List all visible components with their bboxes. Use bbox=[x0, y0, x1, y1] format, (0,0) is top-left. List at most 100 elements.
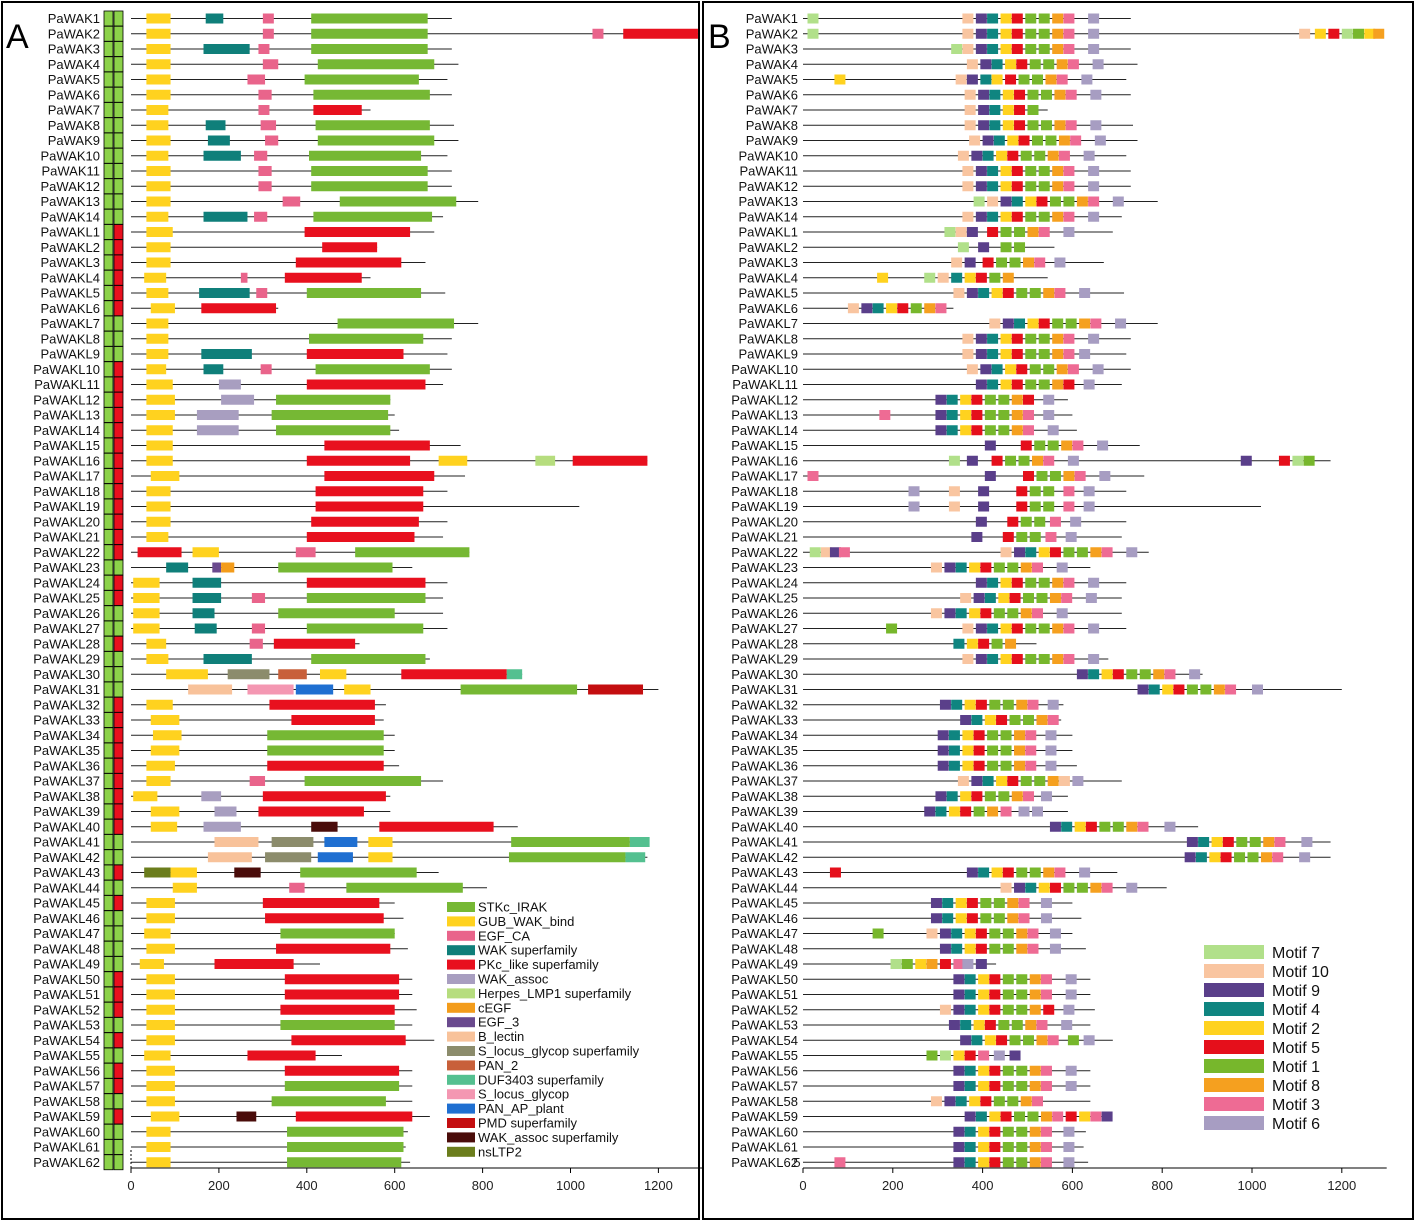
motif-block bbox=[964, 1157, 976, 1168]
motif-block bbox=[1090, 547, 1102, 558]
motif-block bbox=[989, 989, 1001, 1000]
domain-block bbox=[284, 989, 400, 1000]
motif-block bbox=[1076, 547, 1088, 558]
gene-label-b: PaWAKL7 bbox=[739, 316, 799, 331]
motif-block bbox=[1047, 1035, 1059, 1046]
motif-block bbox=[1067, 364, 1079, 375]
motif-block bbox=[1278, 455, 1290, 466]
motif-block bbox=[926, 928, 938, 939]
motif-block bbox=[1025, 1020, 1037, 1030]
gene-label-b: PaWAKL30 bbox=[731, 667, 798, 682]
domain-block bbox=[146, 486, 171, 497]
motif-block bbox=[1063, 44, 1075, 54]
motif-block bbox=[1090, 120, 1102, 131]
motif-block bbox=[901, 959, 913, 969]
domain-block bbox=[201, 349, 252, 359]
class-bar-right bbox=[113, 376, 124, 393]
class-bar-right bbox=[113, 986, 124, 1003]
domain-block bbox=[271, 410, 389, 420]
motif-block bbox=[962, 333, 974, 344]
class-bar-left bbox=[103, 635, 114, 652]
motif-block bbox=[1023, 394, 1035, 405]
legend-a-label: PKc_like superfamily bbox=[478, 957, 599, 972]
gene-label-b: PaWAKL46 bbox=[731, 911, 798, 926]
motif-block bbox=[1063, 333, 1075, 344]
class-bar-left bbox=[103, 330, 114, 347]
motif-block bbox=[989, 120, 1001, 131]
domain-block bbox=[258, 105, 270, 115]
motif-block bbox=[1126, 821, 1138, 832]
domain-block bbox=[146, 349, 169, 359]
motif-block bbox=[964, 120, 976, 131]
domain-block bbox=[146, 13, 171, 24]
domain-block bbox=[339, 196, 457, 207]
domain-block bbox=[247, 74, 266, 85]
legend-a-swatch bbox=[447, 1118, 475, 1128]
class-bar-right bbox=[113, 285, 124, 301]
domain-block bbox=[291, 1035, 406, 1046]
motif-block bbox=[975, 623, 987, 634]
motif-block bbox=[1328, 28, 1340, 39]
motif-block bbox=[1005, 364, 1017, 375]
motif-block bbox=[948, 745, 960, 756]
motif-block bbox=[1236, 837, 1248, 847]
gene-label-b: PaWAKL12 bbox=[731, 392, 798, 407]
domain-block bbox=[146, 211, 169, 222]
motif-block bbox=[1007, 913, 1019, 924]
domain-block bbox=[337, 318, 455, 329]
motif-block bbox=[924, 303, 936, 314]
class-bar-left bbox=[103, 376, 114, 393]
domain-block bbox=[306, 593, 426, 603]
class-bar-left bbox=[103, 269, 114, 286]
motif-block bbox=[1043, 410, 1055, 420]
domain-block bbox=[146, 501, 171, 512]
motif-block bbox=[1067, 1035, 1079, 1046]
motif-block bbox=[1031, 562, 1043, 573]
motif-block bbox=[1063, 654, 1075, 664]
motif-block bbox=[1162, 684, 1174, 695]
motif-block bbox=[987, 28, 999, 39]
motif-block bbox=[984, 1035, 996, 1046]
domain-block bbox=[438, 455, 468, 466]
gene-label-a: PaWAKL47 bbox=[33, 926, 100, 941]
motif-block bbox=[1058, 776, 1070, 786]
gene-label-b: PaWAK4 bbox=[746, 57, 798, 72]
motif-block bbox=[1025, 196, 1037, 207]
gene-label-b: PaWAKL24 bbox=[731, 575, 798, 590]
class-bar-right bbox=[113, 178, 124, 195]
motif-block bbox=[1000, 13, 1012, 24]
motif-block bbox=[915, 959, 927, 969]
motif-block bbox=[908, 501, 920, 512]
motif-block bbox=[978, 867, 990, 878]
motif-block bbox=[991, 59, 1003, 70]
motif-block bbox=[982, 257, 994, 268]
gene-label-b: PaWAKL2 bbox=[739, 240, 799, 255]
class-bar-left bbox=[103, 437, 114, 454]
gene-label-b: PaWAKL34 bbox=[731, 728, 798, 743]
class-bar-left bbox=[103, 102, 114, 118]
motif-block bbox=[964, 974, 976, 985]
motif-block bbox=[982, 150, 994, 161]
class-bar-left bbox=[103, 1139, 114, 1155]
motif-block bbox=[989, 974, 1001, 985]
domain-block bbox=[258, 44, 270, 54]
motif-block bbox=[962, 166, 974, 176]
motif-block bbox=[1198, 837, 1210, 847]
motif-block bbox=[1063, 882, 1075, 893]
gene-label-b: PaWAKL62 bbox=[731, 1155, 798, 1170]
motif-block bbox=[962, 349, 974, 359]
motif-block bbox=[989, 318, 1001, 329]
class-bar-right bbox=[113, 346, 124, 362]
motif-block bbox=[1000, 882, 1012, 893]
legend-b-swatch bbox=[1204, 945, 1264, 959]
motif-block bbox=[1067, 455, 1079, 466]
domain-block bbox=[146, 59, 171, 70]
domain-block bbox=[203, 364, 224, 375]
motif-block bbox=[1061, 440, 1073, 451]
motif-block bbox=[982, 776, 994, 786]
motif-block bbox=[955, 562, 967, 573]
domain-block bbox=[280, 1004, 395, 1015]
gene-label-a: PaWAK13 bbox=[41, 194, 101, 209]
class-bar-right bbox=[113, 879, 124, 896]
domain-block bbox=[150, 745, 180, 756]
